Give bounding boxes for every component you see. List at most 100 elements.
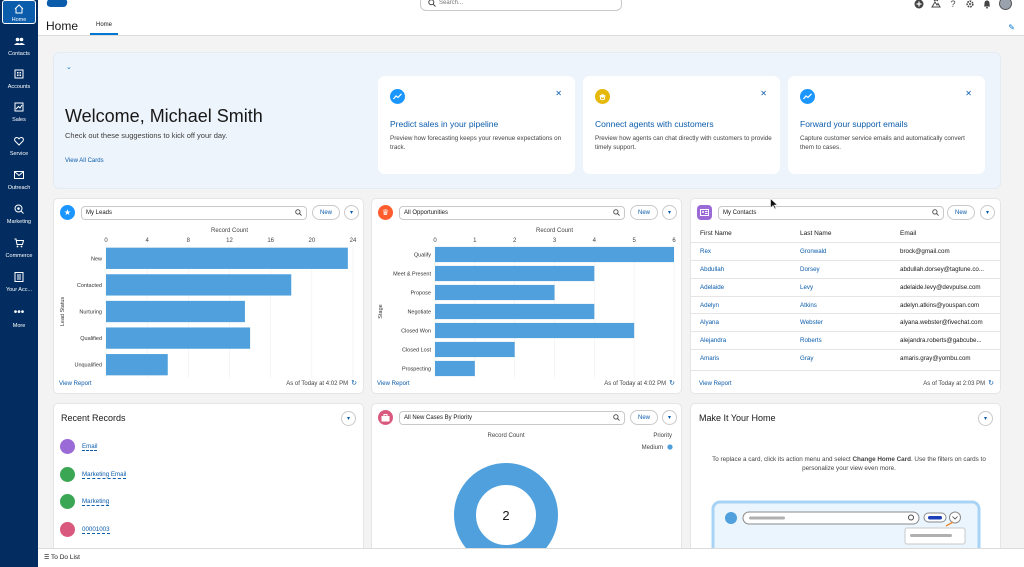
help-icon[interactable]: ? xyxy=(950,0,956,9)
refresh-icon[interactable]: ↻ xyxy=(669,380,675,387)
last-name-cell[interactable]: Dorsey xyxy=(800,266,820,273)
first-name-cell[interactable]: Alyana xyxy=(700,319,719,326)
view-report-link[interactable]: View Report xyxy=(699,381,732,387)
record-link[interactable]: 00001003 xyxy=(82,526,110,534)
nav-item-service[interactable]: Service xyxy=(0,133,38,165)
x-tick-label: 12 xyxy=(226,238,233,244)
bar[interactable] xyxy=(106,247,348,269)
bar[interactable] xyxy=(435,341,515,358)
welcome-title: Welcome, Michael Smith xyxy=(65,106,263,126)
x-tick-label: 5 xyxy=(632,238,636,244)
bar[interactable] xyxy=(435,246,674,263)
app-title: Home xyxy=(46,19,79,33)
nav-item-outreach[interactable]: Outreach xyxy=(0,167,38,199)
nav-item-more[interactable]: ••• More xyxy=(0,305,38,337)
last-name-cell[interactable]: Atkins xyxy=(800,302,817,309)
collapse-chevron-icon[interactable]: ⌄ xyxy=(66,64,72,71)
view-all-cards-link[interactable]: View All Cards xyxy=(65,158,104,164)
list-view-picker[interactable]: All New Cases By Priority xyxy=(399,411,625,425)
nav-item-home[interactable]: Home xyxy=(2,0,36,24)
refresh-icon[interactable]: ↻ xyxy=(351,380,357,387)
new-case-button[interactable]: New xyxy=(630,410,658,425)
close-icon[interactable]: ✕ xyxy=(555,89,562,98)
card-actions-chevron-icon[interactable]: ▾ xyxy=(662,410,677,425)
table-row: Amaris Gray amaris.gray@yombu.com xyxy=(691,349,1000,371)
nav-item-your-account[interactable]: Your Acc... xyxy=(0,269,38,301)
bar[interactable] xyxy=(435,322,635,339)
card-actions-chevron-icon[interactable]: ▾ xyxy=(980,205,995,220)
nav-item-sales[interactable]: Sales xyxy=(0,99,38,131)
last-name-cell[interactable]: Levy xyxy=(800,284,814,291)
new-lead-button[interactable]: New xyxy=(312,205,340,220)
bar[interactable] xyxy=(106,300,245,323)
tab-home[interactable]: Home xyxy=(90,20,119,35)
nav-item-commerce[interactable]: Commerce xyxy=(0,235,38,267)
category-label: Closed Lost xyxy=(402,348,432,354)
first-name-cell[interactable]: Alejandra xyxy=(700,337,727,344)
bar[interactable] xyxy=(106,274,292,296)
add-icon[interactable] xyxy=(914,0,924,9)
category-label: Nurturing xyxy=(79,310,102,316)
last-name-cell[interactable]: Gray xyxy=(800,355,814,362)
first-name-cell[interactable]: Amaris xyxy=(700,355,720,362)
card-actions-chevron-icon[interactable]: ▾ xyxy=(662,205,677,220)
suggestion-card-forecasting[interactable]: ✕ Predict sales in your pipeline Preview… xyxy=(378,76,575,174)
view-report-link[interactable]: View Report xyxy=(59,381,92,387)
bar[interactable] xyxy=(435,284,555,301)
suggestion-card-support-emails[interactable]: ✕ Forward your support emails Capture cu… xyxy=(788,76,985,174)
card-actions-chevron-icon[interactable]: ▾ xyxy=(344,205,359,220)
picker-value: My Contacts xyxy=(723,210,757,216)
record-link[interactable]: Marketing Email xyxy=(82,471,127,479)
column-header-last-name: Last Name xyxy=(800,230,832,237)
first-name-cell[interactable]: Rex xyxy=(700,248,712,255)
nav-label-service: Service xyxy=(9,151,29,157)
new-contact-button[interactable]: New xyxy=(947,205,975,220)
close-icon[interactable]: ✕ xyxy=(760,89,767,98)
notification-bell-icon[interactable] xyxy=(982,0,992,9)
first-name-cell[interactable]: Adelyn xyxy=(700,302,719,309)
category-label: Propose xyxy=(411,291,432,297)
record-link[interactable]: Marketing xyxy=(82,498,110,506)
record-link[interactable]: Email xyxy=(82,443,98,451)
nav-label-accounts: Accounts xyxy=(7,84,31,90)
refresh-icon[interactable]: ↻ xyxy=(988,380,994,387)
new-opportunity-button[interactable]: New xyxy=(630,205,658,220)
view-report-link[interactable]: View Report xyxy=(377,381,410,387)
bar[interactable] xyxy=(435,265,595,282)
email-cell: adelaide.levy@devpulse.com xyxy=(900,284,981,291)
card-actions-chevron-icon[interactable]: ▾ xyxy=(978,411,993,426)
suggestion-card-chat[interactable]: ✕ Connect agents with customers Preview … xyxy=(583,76,780,174)
picker-value: My Leads xyxy=(86,210,113,216)
edit-nav-pencil-icon[interactable]: ✎ xyxy=(1008,23,1015,32)
trailhead-icon[interactable] xyxy=(931,0,941,9)
first-name-cell[interactable]: Abdullah xyxy=(700,266,725,273)
cases-card: All New Cases By Priority New ▾ Record C… xyxy=(371,403,682,553)
chart-title: Record Count xyxy=(487,433,524,439)
search-icon xyxy=(428,0,436,7)
welcome-panel: ⌄ Welcome, Michael Smith Check out these… xyxy=(53,52,1001,189)
first-name-cell[interactable]: Adelaide xyxy=(700,284,725,291)
last-name-cell[interactable]: Webster xyxy=(800,319,823,326)
user-avatar[interactable] xyxy=(999,0,1012,10)
as-of-timestamp: As of Today at 4:02 PM ↻ xyxy=(286,379,357,387)
bar[interactable] xyxy=(435,303,595,320)
nav-item-accounts[interactable]: Accounts xyxy=(0,66,38,98)
global-search[interactable]: Search... xyxy=(420,0,622,11)
gear-icon[interactable] xyxy=(965,0,975,9)
list-view-picker[interactable]: My Leads xyxy=(81,206,307,220)
list-view-picker[interactable]: My Contacts xyxy=(718,206,944,220)
nav-item-contacts[interactable]: Contacts xyxy=(0,33,38,65)
nav-item-marketing[interactable]: Marketing xyxy=(0,201,38,233)
category-label: Qualify xyxy=(414,253,431,259)
close-icon[interactable]: ✕ xyxy=(965,89,972,98)
bar[interactable] xyxy=(435,360,475,377)
card-actions-chevron-icon[interactable]: ▾ xyxy=(341,411,356,426)
to-do-list-item[interactable]: ☰ To Do List xyxy=(44,554,80,561)
donut-slice[interactable] xyxy=(454,463,558,553)
last-name-cell[interactable]: Roberts xyxy=(800,337,822,344)
bar[interactable] xyxy=(106,354,168,376)
list-view-picker[interactable]: All Opportunities xyxy=(399,206,625,220)
last-name-cell[interactable]: Gronwald xyxy=(800,248,827,255)
bar[interactable] xyxy=(106,327,251,349)
cloud-logo-icon[interactable] xyxy=(46,0,68,8)
